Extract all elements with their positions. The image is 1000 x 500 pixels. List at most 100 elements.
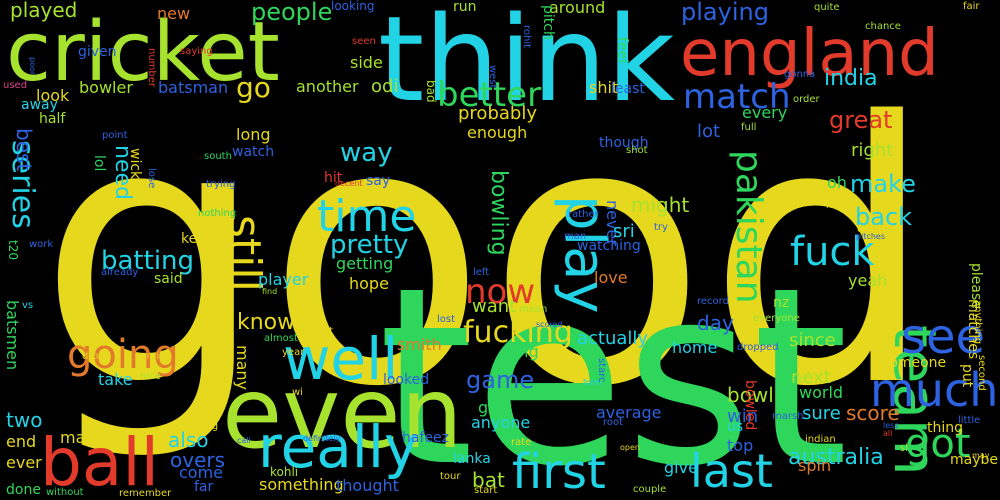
word-player: player: [258, 270, 309, 289]
word-lol: lol: [91, 155, 107, 172]
word-know: know: [237, 310, 296, 335]
word-nz: nz: [773, 295, 790, 311]
word-already: already: [101, 267, 139, 278]
word-make: make: [850, 170, 916, 198]
word-pitch: pitch: [540, 5, 556, 40]
word-year: year: [282, 347, 305, 358]
word-shot: shot: [626, 145, 648, 156]
word-bat: bat: [472, 468, 505, 492]
word-anything: anything: [972, 300, 983, 345]
word-well: well: [283, 325, 399, 393]
word-start: start: [474, 485, 498, 496]
word-us: us: [727, 419, 744, 435]
word-little: little: [958, 415, 981, 426]
word-coming: coming: [135, 351, 172, 362]
word-quite: quite: [814, 2, 840, 13]
word-australia: australia: [788, 445, 884, 470]
word-drop: drop: [82, 351, 105, 362]
word-world: world: [799, 383, 844, 402]
word-wicket: wicket: [127, 148, 143, 193]
word-find: find: [262, 287, 278, 296]
word-smith: smith: [397, 335, 442, 354]
word-got: got: [905, 421, 971, 467]
word-less: less: [883, 421, 899, 430]
word-big: big: [514, 342, 539, 361]
word-go: go: [236, 71, 271, 104]
word-better: better: [437, 75, 542, 115]
word-marsh: marsh: [772, 411, 804, 422]
word-root: root: [603, 417, 624, 428]
word-overs: overs: [170, 448, 226, 472]
word-couple: couple: [633, 484, 667, 495]
word-top: top: [727, 436, 754, 455]
word-lost: lost: [437, 314, 456, 325]
word-rohit: rohit: [521, 25, 532, 49]
word-bad: bad: [424, 80, 438, 103]
word-might: might: [631, 193, 690, 217]
word-score: score: [846, 401, 900, 425]
word-least: least: [611, 81, 645, 97]
word-match: match: [683, 77, 791, 117]
word-pakistan: pakistan: [728, 150, 769, 304]
word-making: making: [181, 421, 219, 432]
word-sure: sure: [802, 403, 841, 424]
word-want: want: [472, 296, 517, 317]
word-india: india: [824, 66, 878, 91]
word-thing: thing: [927, 420, 964, 436]
word-since: since: [789, 330, 836, 351]
word-man: man: [564, 231, 587, 242]
word-ever: ever: [6, 453, 42, 472]
word-gets: gets: [478, 398, 513, 417]
word-england: england: [680, 17, 939, 91]
word-last: last: [690, 444, 773, 498]
word-point: point: [102, 130, 128, 141]
word-first: first: [512, 444, 606, 500]
word-really: really: [258, 413, 419, 481]
word-getting: getting: [336, 254, 394, 273]
word-thought: thought: [336, 476, 399, 495]
word-look: look: [36, 86, 70, 105]
word-say: say: [366, 173, 391, 189]
word-scored: scored: [536, 320, 563, 329]
word-probably: probably: [458, 103, 537, 124]
word-far: far: [194, 479, 214, 495]
word-given: given: [78, 44, 117, 60]
word-new: new: [157, 4, 191, 23]
word-enough: enough: [467, 123, 528, 142]
word-order: order: [793, 94, 820, 105]
word-fucking: fucking: [463, 315, 573, 350]
word-t20: t20: [6, 240, 20, 260]
word-looked: looked: [383, 372, 430, 388]
word-hit: hit: [324, 170, 343, 186]
word-sl: sl: [900, 443, 908, 454]
word-game: game: [466, 366, 535, 394]
word-kohli: kohli: [270, 465, 299, 479]
word-vs: vs: [22, 300, 34, 311]
word-decent: decent: [335, 179, 363, 188]
word-poor: poor: [28, 57, 37, 76]
word-chance: chance: [865, 21, 901, 32]
word-without: without: [46, 487, 84, 498]
word-definitely: definitely: [303, 434, 341, 443]
word-ball: ball: [40, 424, 160, 500]
word-must: must: [308, 326, 334, 337]
word-half: half: [39, 111, 66, 127]
word-bowling: bowling: [486, 170, 511, 256]
word-hope: hope: [349, 274, 389, 293]
word-looking: looking: [331, 0, 375, 13]
word-bowler: bowler: [79, 78, 133, 97]
word-going: going: [67, 332, 179, 378]
word-starc: starc: [596, 358, 607, 383]
word-sri: sri: [613, 221, 635, 242]
word-people: people: [251, 0, 333, 26]
word-another: another: [296, 77, 359, 96]
word-open: open: [620, 443, 640, 452]
word-cricket: cricket: [6, 5, 280, 100]
word-way: way: [340, 138, 393, 168]
word-batting: batting: [101, 246, 195, 276]
word-fair: fair: [963, 1, 980, 12]
word-best: best: [12, 128, 36, 172]
word-away: away: [21, 97, 58, 113]
word-playing: playing: [681, 0, 769, 26]
word-form: form: [583, 378, 602, 387]
